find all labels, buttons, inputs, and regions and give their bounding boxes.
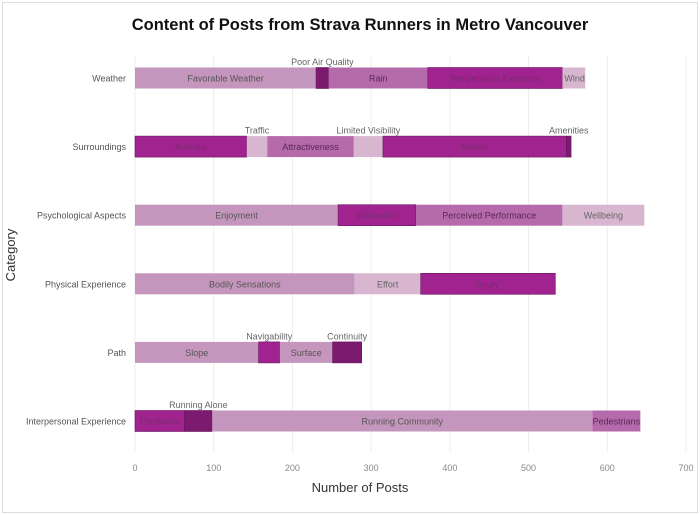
segment-label: Attractiveness <box>282 142 339 152</box>
segment-label: Animals <box>175 142 208 152</box>
segment-label: Slope <box>185 348 208 358</box>
category-label: Weather <box>92 74 126 84</box>
x-tick-label: 300 <box>364 463 379 473</box>
segment-label: Rain <box>369 74 388 84</box>
bar-segment <box>562 67 586 89</box>
segment-label: Amenities <box>549 126 589 136</box>
category-label: Path <box>107 348 126 358</box>
segment-label: Enjoyment <box>215 211 258 221</box>
segment-label: Bodily Sensations <box>209 279 281 289</box>
bar-segment <box>592 410 641 432</box>
bar-segment <box>354 273 421 295</box>
segment-label: Continuity <box>327 331 368 341</box>
segment-label: Temperature Extremes <box>450 74 542 84</box>
segment-label: Running Community <box>361 417 443 427</box>
bar-segment <box>135 67 317 89</box>
segment-label: Running Alone <box>169 400 228 410</box>
bar-segment <box>135 273 355 295</box>
x-tick-label: 400 <box>442 463 457 473</box>
bar-segment <box>416 204 563 226</box>
x-tick-label: 100 <box>206 463 221 473</box>
segment-label: Wind <box>564 74 585 84</box>
grid: 0 100 200 300 400 500 600 700 <box>132 55 694 473</box>
segment-label: Traffic <box>245 126 270 136</box>
bar-segment <box>212 410 593 432</box>
category-label: Psychological Aspects <box>37 211 127 221</box>
category-label: Surroundings <box>72 142 126 152</box>
x-tick-label: 0 <box>132 463 137 473</box>
segment-label: Wellbeing <box>584 211 623 221</box>
bar-segment <box>562 204 645 226</box>
y-axis-label: Category <box>3 228 18 281</box>
bar-segment <box>332 341 362 364</box>
x-tick-label: 200 <box>285 463 300 473</box>
labels: Weather Favorable Weather Poor Air Quality… <box>26 57 641 427</box>
segment-label: Motivation <box>357 211 398 221</box>
segment-label: Limited Visibility <box>336 126 400 136</box>
x-tick-label: 500 <box>521 463 536 473</box>
segment-label: Surface <box>291 348 322 358</box>
segment-label: Pedestrians <box>593 417 641 427</box>
bars <box>134 67 645 432</box>
segment-label: Navigability <box>246 331 293 341</box>
category-label: Interpersonal Experience <box>26 417 126 427</box>
bar-segment <box>328 67 428 89</box>
segment-label: Effort <box>377 279 399 289</box>
chart-title: Content of Posts from Strava Runners in … <box>132 16 589 34</box>
x-tick-label: 600 <box>600 463 615 473</box>
x-tick-label: 700 <box>678 463 693 473</box>
bar-segment <box>135 204 339 226</box>
bar-segment <box>258 341 281 364</box>
bar-segment <box>315 67 329 89</box>
category-label: Physical Experience <box>45 279 126 289</box>
x-axis-label: Number of Posts <box>312 480 409 495</box>
bar-segment <box>420 272 556 295</box>
bar-segment <box>135 341 259 363</box>
segment-label: Poor Air Quality <box>291 57 354 67</box>
bar-segment <box>267 136 354 158</box>
segment-label: Perceived Performance <box>442 211 536 221</box>
bar-segment <box>353 136 383 158</box>
bar-segment <box>184 410 213 432</box>
bar-segment <box>279 341 333 363</box>
segment-label: Favorable Weather <box>187 74 263 84</box>
bar-segment <box>246 136 268 158</box>
segment-label: Pandemic <box>140 417 181 427</box>
segment-label: Injury <box>477 279 500 289</box>
segment-label: Nature <box>461 142 488 152</box>
bar-segment <box>566 135 572 158</box>
